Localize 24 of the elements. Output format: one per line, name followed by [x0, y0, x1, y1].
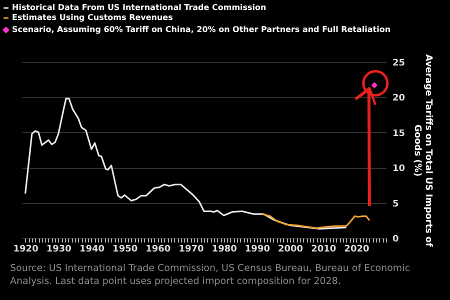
y-tick-label: 10 [392, 164, 406, 174]
y-tick-label: 20 [392, 94, 406, 104]
legend-label: Estimates Using Customs Revenues [12, 13, 174, 22]
x-tick-label: 1950 [112, 244, 138, 254]
legend-label: Scenario, Assuming 60% Tariff on China, 20% on Other Partners and Full Retaliation [12, 25, 391, 34]
x-tick-label: 1970 [178, 244, 204, 254]
x-tick-label: 1990 [244, 244, 270, 254]
line-series [261, 213, 370, 229]
x-tick-label: 2000 [278, 244, 304, 254]
x-tick-label: 1940 [79, 244, 105, 254]
x-tick-label: 2020 [344, 244, 370, 254]
x-tick-label: 1980 [212, 244, 237, 254]
y-axis-title: Average Tariffs on Total US Imports of Goods (%) [412, 54, 434, 247]
x-tick-label: 2010 [311, 244, 336, 254]
y-tick-label: 5 [392, 199, 399, 210]
legend-label: Historical Data From US International Trade Commission [12, 3, 267, 12]
line-series [24, 98, 348, 230]
y-tick-label: 25 [392, 58, 406, 68]
source-note: Source: US International Trade Commission, US Census Bureau, Bureau of Economic Analysis. Last data point uses projected import composition for 2028. [10, 262, 412, 288]
x-tick-label: 1920 [13, 244, 38, 254]
x-tick-label: 1960 [146, 244, 171, 254]
y-tick-label: 0 [392, 234, 399, 244]
x-tick-label: 1930 [46, 244, 72, 254]
y-tick-label: 15 [392, 128, 406, 139]
